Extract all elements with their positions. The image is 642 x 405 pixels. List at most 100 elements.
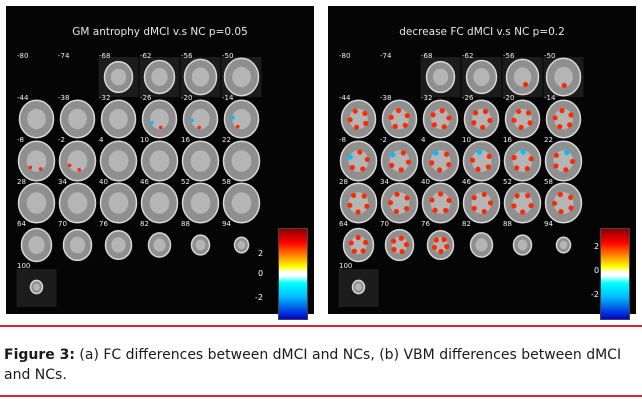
panel-left-title: GM antrophy dMCI v.s NC p=0.05: [72, 26, 248, 38]
panel-right-colorbar-tick-low: -2: [591, 290, 599, 299]
slice-label: 46: [140, 178, 149, 186]
brain-white-matter: [232, 108, 251, 130]
slice-label: 76: [99, 220, 108, 228]
activation-blob: [481, 208, 487, 215]
activation-blob: [511, 203, 517, 209]
slice-label: 4: [421, 136, 426, 144]
activation-blob: [67, 163, 72, 168]
brain-white-matter: [191, 108, 210, 130]
panel-left-colorbar-tick-high: 2: [258, 249, 264, 258]
activation-blob: [471, 205, 477, 211]
slice-label: 64: [17, 220, 26, 228]
activation-blob: [446, 197, 452, 203]
activation-blob: [432, 207, 438, 213]
activation-blob: [569, 158, 576, 165]
activation-blob: [360, 166, 366, 172]
activation-blob: [567, 194, 574, 201]
brain-white-matter: [28, 236, 45, 254]
activation-blob: [399, 248, 405, 255]
slice-label: -50: [544, 52, 556, 60]
slice-label: -56: [503, 52, 515, 60]
activation-blob: [471, 120, 477, 126]
brain-white-matter: [473, 68, 490, 86]
brain-white-matter: [355, 283, 362, 291]
brain-white-matter: [195, 239, 206, 251]
activation-blob: [391, 238, 397, 244]
panel-left-brain-slices: [16, 57, 262, 307]
activation-blob: [400, 150, 406, 156]
slice-label: -20: [503, 94, 515, 102]
activation-blob: [363, 120, 369, 126]
activation-blob: [353, 124, 360, 130]
slice-label: 82: [140, 220, 149, 228]
activation-blob: [436, 167, 443, 173]
activation-blob: [441, 124, 447, 130]
slice-label: -44: [17, 94, 29, 102]
activation-blob: [528, 156, 534, 162]
activation-blob: [347, 117, 353, 123]
caption-text: (a) FC differences between dMCI and NCs,…: [4, 347, 622, 383]
slice-label: -26: [462, 94, 474, 102]
activation-blob: [404, 195, 410, 201]
panel-right-decrease-fc: decrease FC dMCI v.s NC p=0.2 -80 -74 -68-…: [328, 6, 636, 320]
activation-blob: [441, 236, 447, 243]
brain-white-matter: [69, 236, 86, 254]
slice-label: 16: [503, 136, 512, 144]
activation-blob: [351, 248, 357, 254]
activation-blob: [551, 200, 558, 206]
activation-blob: [525, 193, 531, 199]
activation-blob: [438, 248, 444, 255]
brain-white-matter: [110, 68, 127, 86]
slice-label: 58: [222, 178, 231, 186]
activation-blob: [522, 81, 529, 88]
activation-blob: [364, 203, 370, 209]
slice-label: -14: [222, 94, 234, 102]
activation-blob: [197, 125, 201, 130]
slice-label: -44: [339, 94, 351, 102]
activation-blob: [355, 234, 361, 241]
activation-blob: [469, 157, 476, 163]
activation-blob: [390, 152, 396, 158]
activation-blob: [557, 124, 563, 130]
activation-blob: [443, 207, 449, 213]
activation-blob: [231, 116, 235, 120]
brain-white-matter: [231, 150, 252, 172]
activation-blob: [362, 239, 369, 246]
caption-rule-bottom: [0, 395, 642, 397]
panel-right-colorbar-tick-zero: 0: [594, 266, 600, 275]
activation-blob: [527, 120, 533, 126]
activation-blob: [553, 152, 560, 158]
activation-blob: [444, 243, 450, 250]
brain-white-matter: [190, 192, 211, 214]
activation-blob: [520, 209, 526, 215]
slice-label: 52: [503, 178, 512, 186]
slice-label: 28: [17, 178, 26, 186]
activation-blob: [429, 197, 435, 203]
activation-blob: [402, 122, 408, 128]
brain-white-matter: [27, 108, 46, 130]
activation-blob: [443, 151, 450, 157]
activation-blob: [487, 200, 494, 206]
slice-label: 100: [17, 262, 31, 270]
activation-blob: [564, 149, 570, 156]
activation-blob: [403, 242, 410, 248]
activation-blob: [429, 160, 435, 166]
brain-white-matter: [554, 66, 573, 88]
slice-label: 88: [503, 220, 512, 228]
slice-label: -80: [339, 52, 351, 60]
panel-left-colorbar: [278, 228, 308, 320]
brain-white-matter: [237, 240, 246, 250]
slice-label: 82: [462, 220, 471, 228]
brain-white-matter: [432, 68, 449, 86]
brain-white-matter: [108, 150, 129, 172]
slice-label: -50: [222, 52, 234, 60]
brain-white-matter: [475, 238, 488, 252]
panel-right-colorbar: [600, 228, 630, 320]
slice-label: 58: [544, 178, 553, 186]
activation-blob: [349, 164, 355, 171]
brain-white-matter: [191, 67, 210, 87]
activation-blob: [387, 200, 394, 206]
brain-white-matter: [26, 192, 47, 214]
activation-blob: [158, 125, 163, 130]
slice-label: 40: [99, 178, 108, 186]
